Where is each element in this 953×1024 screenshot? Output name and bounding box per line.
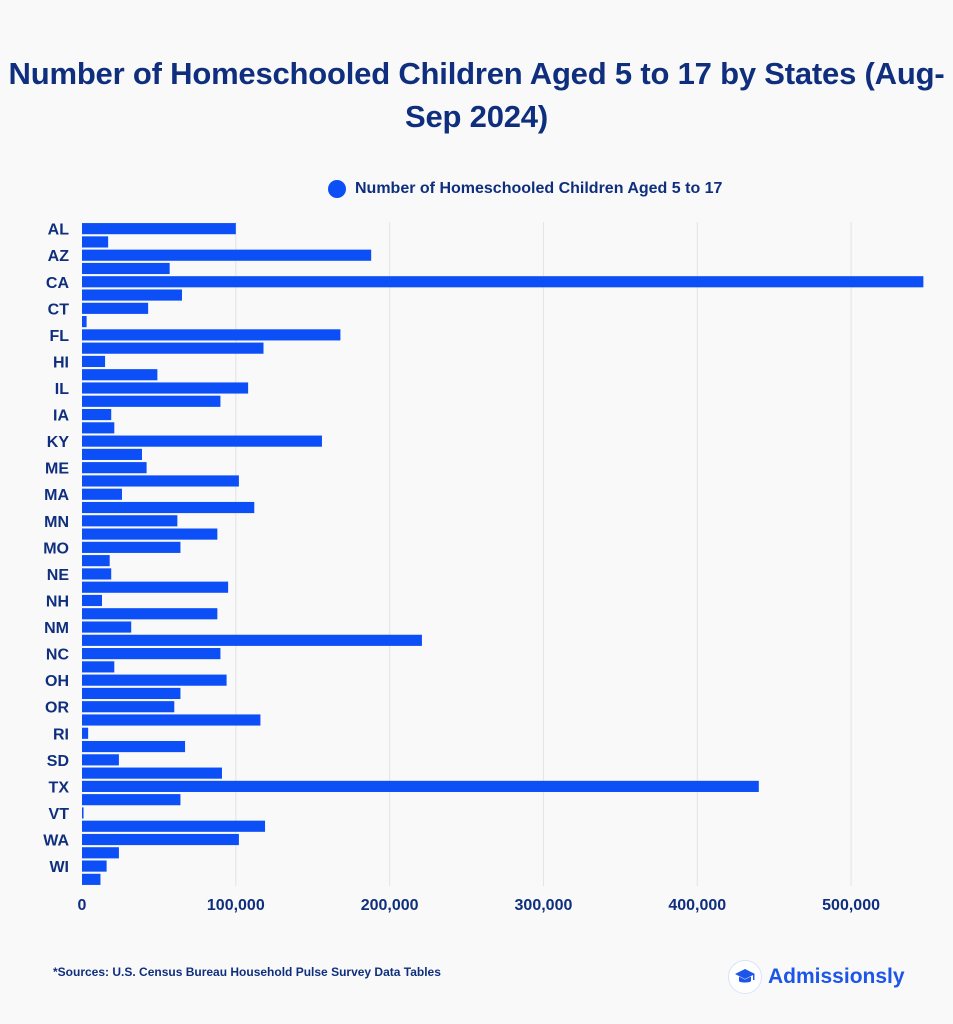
bar <box>82 873 101 885</box>
bar <box>82 847 119 859</box>
bar <box>82 515 178 527</box>
y-tick-label: NE <box>47 567 70 584</box>
bar <box>82 408 112 421</box>
bar <box>82 302 149 314</box>
bar <box>82 860 107 872</box>
bar <box>82 355 106 368</box>
y-tick-label: WA <box>43 833 69 850</box>
y-tick-label: KY <box>47 434 70 451</box>
y-tick-label: HI <box>53 354 69 371</box>
y-tick-label: CA <box>46 275 70 292</box>
x-tick-label: 100,000 <box>207 897 265 914</box>
bar <box>82 833 239 846</box>
bar <box>82 342 264 354</box>
x-tick-label: 300,000 <box>515 897 573 914</box>
chart-legend: Number of Homeschooled Children Aged 5 t… <box>328 178 722 200</box>
bar <box>82 475 239 487</box>
bar <box>82 462 147 474</box>
bar <box>82 262 170 275</box>
legend-marker <box>328 180 346 198</box>
bar <box>82 395 221 407</box>
brand-name: Admissionsly <box>768 965 905 988</box>
y-tick-label: IA <box>53 408 69 425</box>
y-tick-label: CT <box>48 301 70 318</box>
y-tick-label: MN <box>44 514 69 531</box>
bar <box>82 568 112 580</box>
bar <box>82 727 89 739</box>
y-tick-label: TX <box>49 779 70 796</box>
bar <box>82 594 102 607</box>
bar <box>82 541 181 553</box>
bar <box>82 648 221 660</box>
bar <box>82 740 186 753</box>
bar <box>82 329 341 341</box>
bar <box>82 528 218 540</box>
bar <box>82 767 222 779</box>
y-tick-label: OR <box>45 700 69 717</box>
graduation-cap-icon <box>728 960 762 994</box>
y-tick-label: ME <box>45 461 69 478</box>
bar <box>82 501 255 514</box>
source-note: *Sources: U.S. Census Bureau Household P… <box>53 965 441 979</box>
bar <box>82 794 181 806</box>
y-tick-label: SD <box>47 753 69 770</box>
bar <box>82 621 132 633</box>
bar <box>82 249 372 261</box>
y-tick-label: RI <box>53 726 69 743</box>
y-tick-label: MA <box>44 487 69 504</box>
bar <box>82 223 236 235</box>
x-tick-label: 0 <box>78 897 87 914</box>
y-tick-label: AZ <box>48 248 70 265</box>
chart-title: Number of Homeschooled Children Aged 5 t… <box>8 56 945 134</box>
bar <box>82 448 142 460</box>
y-tick-label: NC <box>46 647 70 664</box>
y-tick-label: VT <box>49 806 70 823</box>
bar <box>82 687 181 700</box>
bar <box>82 714 261 726</box>
bar <box>82 634 422 646</box>
bar <box>82 488 122 500</box>
y-tick-label: FL <box>49 328 69 345</box>
y-tick-label: AL <box>48 222 70 239</box>
bar <box>82 316 87 328</box>
brand: Admissionsly <box>728 960 905 994</box>
bar <box>82 581 229 593</box>
bar <box>82 555 110 567</box>
bar <box>82 608 218 620</box>
bar <box>82 422 115 434</box>
x-tick-label: 400,000 <box>668 897 726 914</box>
y-tick-label: MO <box>43 540 69 557</box>
bar <box>82 820 266 832</box>
bar <box>82 754 119 766</box>
y-tick-label: IL <box>55 381 69 398</box>
bar <box>82 780 759 792</box>
bar <box>82 435 322 447</box>
bar <box>82 289 182 301</box>
bar <box>82 661 115 673</box>
y-tick-label: OH <box>45 673 69 690</box>
bar <box>82 236 109 248</box>
bar <box>82 369 158 381</box>
bar <box>82 382 249 394</box>
x-tick-label: 200,000 <box>361 897 419 914</box>
y-tick-label: NH <box>46 593 69 610</box>
bar <box>82 276 924 288</box>
y-tick-label: WI <box>49 859 69 876</box>
bar <box>82 807 84 819</box>
legend-label: Number of Homeschooled Children Aged 5 t… <box>355 180 723 197</box>
bar <box>82 701 175 713</box>
x-tick-label: 500,000 <box>822 897 880 914</box>
y-tick-label: NM <box>44 620 69 637</box>
bar <box>82 674 227 686</box>
